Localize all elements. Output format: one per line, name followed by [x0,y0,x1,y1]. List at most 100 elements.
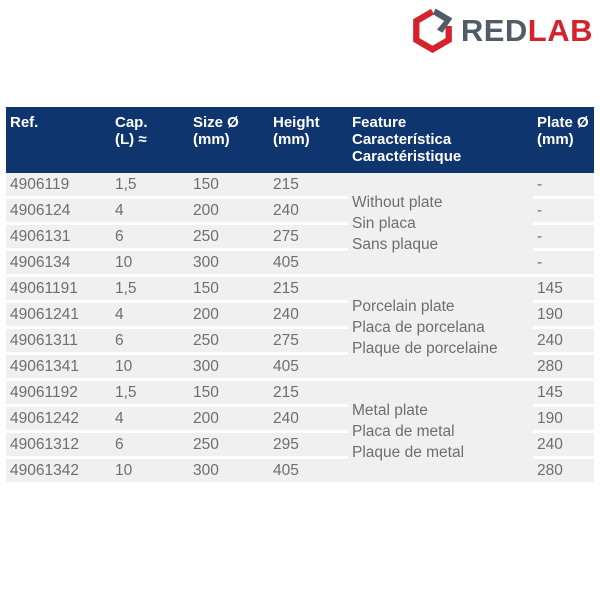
cell-ref: 49061241 [6,301,111,329]
cell-cap: 6 [111,431,189,459]
table-row: 49061192 1,5 150 215 Metal plate Placa de met… [6,379,594,485]
cell-ref: 4906134 [6,249,111,277]
cell-cap: 1,5 [111,173,189,199]
logo-wordmark: REDLAB [461,15,593,46]
cell-ref: 49061312 [6,431,111,459]
cell-cap: 1,5 [111,275,189,303]
table-row: 4906119 1,5 150 215 Without plate Sin placa Sa… [6,173,594,277]
cell-plate: - [533,249,594,277]
cell-size: 250 [189,223,269,251]
column-header-size: Size Ø (mm) [189,107,269,173]
cell-height: 295 [269,431,348,459]
hexagon-logo-icon [410,8,455,53]
cell-cap: 10 [111,353,189,381]
cell-size: 300 [189,249,269,277]
feature-line: Sans plaque [352,236,439,253]
cell-plate: 280 [533,353,594,381]
column-header-line: Feature [352,114,407,131]
column-header-line: Ref. [10,114,39,131]
feature-line: Sin placa [352,215,416,232]
cell-cap: 6 [111,223,189,251]
feature-cell: Without plate Sin placa Sans plaque [348,173,533,277]
cell-size: 300 [189,353,269,381]
feature-line: Plaque de porcelaine [352,340,498,357]
column-header-plate: Plate Ø (mm) [533,107,594,173]
table-header-row: Ref. Cap. (L) ≈ Size Ø (mm) Height (mm) Feature… [6,107,594,173]
feature-cell: Porcelain plate Placa de porcelana Plaque … [348,275,533,381]
table-row: 49061241 4 200 240 190 [6,301,594,329]
feature-line: Porcelain plate [352,298,455,315]
feature-line: Placa de porcelana [352,319,485,336]
cell-size: 200 [189,405,269,433]
cell-plate: 145 [533,275,594,303]
cell-plate: 190 [533,301,594,329]
table-row: 49061342 10 300 405 280 [6,457,594,485]
column-header-line: (mm) [537,131,574,148]
feature-line: Placa de metal [352,423,455,440]
feature-line: Without plate [352,194,443,211]
table-row: 49061191 1,5 150 215 Porcelain plate Placa de… [6,275,594,381]
column-header-line: (mm) [273,131,310,148]
cell-size: 150 [189,275,269,303]
table-row: 49061341 10 300 405 280 [6,353,594,381]
column-header-line: Plate Ø [537,114,589,131]
column-header-line: Height [273,114,320,131]
column-header-line: (L) ≈ [115,131,147,148]
column-header-cap: Cap. (L) ≈ [111,107,189,173]
column-header-line: Size Ø [193,114,239,131]
cell-ref: 49061342 [6,457,111,485]
cell-size: 150 [189,173,269,199]
cell-size: 200 [189,197,269,225]
logo-text-lab-part: LAB [527,13,593,48]
cell-height: 240 [269,301,348,329]
redlab-logo: REDLAB [410,8,593,53]
cell-height: 275 [269,223,348,251]
cell-cap: 10 [111,457,189,485]
cell-height: 215 [269,275,348,303]
table-row: 4906134 10 300 405 - [6,249,594,277]
table-row: 49061311 6 250 275 240 [6,327,594,355]
cell-height: 240 [269,197,348,225]
logo-text-red-part: RED [460,13,528,48]
column-header-line: (mm) [193,131,230,148]
cell-ref: 4906124 [6,197,111,225]
cell-cap: 1,5 [111,379,189,407]
cell-cap: 4 [111,301,189,329]
cell-ref: 4906131 [6,223,111,251]
cell-plate: - [533,197,594,225]
cell-plate: - [533,173,594,199]
table-row: 4906124 4 200 240 - [6,197,594,225]
cell-plate: 240 [533,431,594,459]
cell-height: 215 [269,173,348,199]
cell-height: 215 [269,379,348,407]
cell-ref: 49061191 [6,275,111,303]
table-row: 49061312 6 250 295 240 [6,431,594,459]
column-header-line: Característica [352,131,452,148]
column-header-line: Caractéristique [352,148,462,165]
cell-ref: 4906119 [6,173,111,199]
cell-plate: 145 [533,379,594,407]
cell-height: 405 [269,249,348,277]
cell-size: 150 [189,379,269,407]
cell-height: 240 [269,405,348,433]
cell-cap: 4 [111,197,189,225]
column-header-line: Cap. [115,114,148,131]
cell-ref: 49061242 [6,405,111,433]
cell-height: 405 [269,353,348,381]
cell-ref: 49061341 [6,353,111,381]
cell-size: 250 [189,327,269,355]
cell-cap: 6 [111,327,189,355]
column-header-ref: Ref. [6,107,111,173]
cell-plate: 280 [533,457,594,485]
cell-size: 300 [189,457,269,485]
feature-cell: Metal plate Placa de metal Plaque de metal [348,379,533,485]
feature-line: Plaque de metal [352,444,465,461]
cell-cap: 4 [111,405,189,433]
cell-plate: 190 [533,405,594,433]
table-row: 49061242 4 200 240 190 [6,405,594,433]
cell-height: 405 [269,457,348,485]
cell-ref: 49061192 [6,379,111,407]
cell-plate: 240 [533,327,594,355]
column-header-height: Height (mm) [269,107,348,173]
